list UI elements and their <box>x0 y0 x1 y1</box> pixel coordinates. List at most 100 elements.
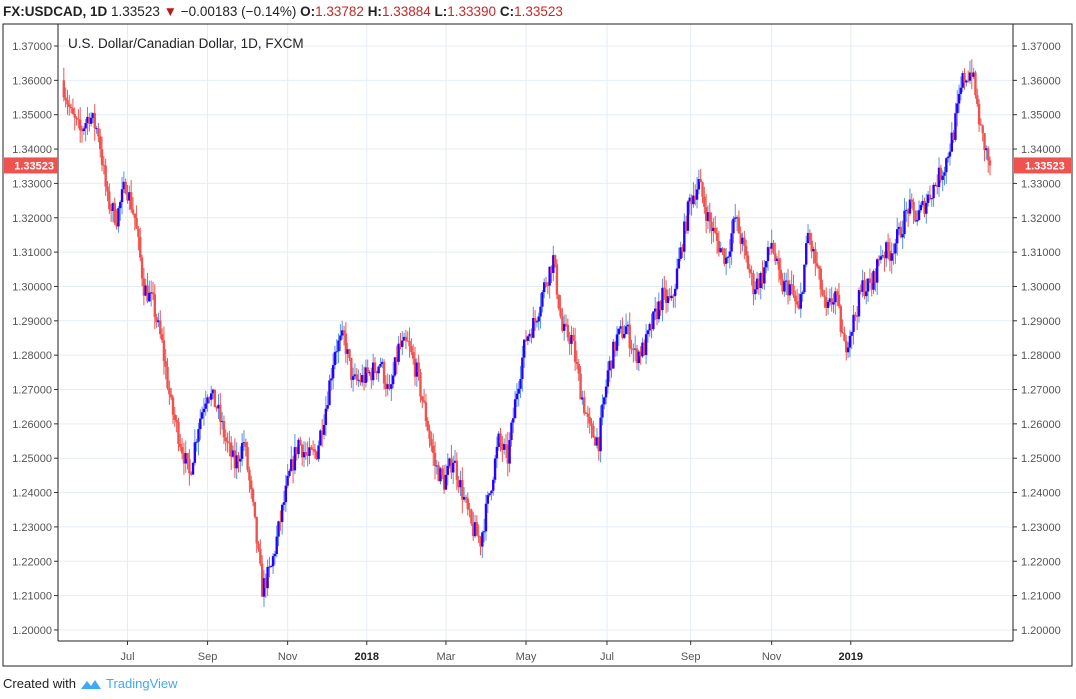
candle-up <box>897 226 901 230</box>
candle-down <box>108 191 111 210</box>
candle-up <box>612 341 615 369</box>
candle-up <box>119 202 122 209</box>
candle-up <box>217 404 220 409</box>
candle-up <box>692 195 695 205</box>
candle-up <box>755 278 759 290</box>
candle-up <box>184 453 187 464</box>
open-label: O: <box>300 4 316 19</box>
y-tick-label-left: 1.25000 <box>12 453 52 465</box>
last-price: 1.33523 <box>111 4 160 19</box>
candle-down <box>78 119 82 131</box>
candle-down <box>572 335 575 342</box>
candle-down <box>102 164 106 166</box>
candle-down <box>663 287 666 290</box>
candle-up <box>865 291 868 297</box>
candle-up <box>683 221 686 252</box>
candle-up <box>730 233 733 252</box>
candle-down <box>643 342 646 356</box>
candle-up <box>919 205 923 211</box>
candle-down <box>786 280 790 296</box>
candle-down <box>417 362 420 373</box>
candle-down <box>441 468 444 476</box>
candle-up <box>435 465 439 467</box>
candle-up <box>726 256 730 258</box>
candle-down <box>189 473 193 475</box>
candle-down <box>257 543 260 549</box>
candle-down <box>468 509 471 511</box>
candle-down <box>68 104 71 107</box>
candle-up <box>741 237 744 244</box>
y-tick-label-left: 1.30000 <box>12 281 52 293</box>
candle-down <box>342 330 346 334</box>
candle-down <box>222 421 226 438</box>
candle-down <box>744 245 748 256</box>
candle-down <box>62 80 66 98</box>
candle-up <box>473 522 477 537</box>
candle-down <box>739 233 742 244</box>
candle-up <box>945 158 948 173</box>
candle-down <box>131 209 135 214</box>
y-tick-label-right: 1.24000 <box>1021 488 1061 500</box>
candle-down <box>359 379 362 383</box>
x-tick-label: 2019 <box>839 651 863 663</box>
candle-down <box>155 317 158 323</box>
candle-up <box>351 376 355 380</box>
candle-down <box>794 295 797 302</box>
candle-up <box>626 324 630 327</box>
candle-down <box>310 447 313 450</box>
candle-down <box>672 295 675 297</box>
candle-up <box>648 324 651 331</box>
candle-up <box>848 335 852 348</box>
y-tick-label-left: 1.34000 <box>12 144 52 156</box>
candle-down <box>466 498 469 510</box>
candle-up <box>322 424 326 435</box>
candle-down <box>790 284 793 286</box>
symbol-legend: FX:USDCAD, 1D 1.33523 ▼ −0.00183 (−0.14%… <box>3 4 563 19</box>
candle-down <box>479 537 482 547</box>
candle-up <box>341 330 344 336</box>
candle-down <box>577 364 580 374</box>
candle-up <box>872 271 875 290</box>
candle-up <box>624 326 628 335</box>
candle-down <box>64 97 67 101</box>
candle-down <box>455 460 459 480</box>
candle-up <box>603 397 606 405</box>
candle-down <box>264 578 267 589</box>
candle-down <box>215 407 218 409</box>
candle-down <box>859 290 863 292</box>
candle-down <box>553 255 557 265</box>
candle-up <box>122 181 126 190</box>
candle-down <box>721 248 724 250</box>
candle-up <box>901 234 904 238</box>
candle-up <box>204 403 207 409</box>
candle-down <box>411 352 415 359</box>
candle-up <box>754 289 757 295</box>
candle-down <box>561 316 564 331</box>
candle-down <box>979 124 983 126</box>
candle-up <box>211 389 215 394</box>
candle-down <box>568 337 571 344</box>
candle-down <box>817 266 821 269</box>
y-tick-label-left: 1.29000 <box>12 316 52 328</box>
tradingview-link[interactable]: TradingView <box>105 676 178 691</box>
candle-down <box>774 253 777 261</box>
candle-down <box>99 136 102 150</box>
candle-down <box>810 240 813 252</box>
candle-up <box>675 268 679 289</box>
candle-down <box>71 108 75 114</box>
candle-down <box>428 430 431 439</box>
candle-down <box>939 167 943 180</box>
candle-up <box>497 433 500 447</box>
candle-up <box>197 429 200 442</box>
candle-up <box>459 480 462 488</box>
candle-up <box>548 266 551 286</box>
candle-down <box>129 192 133 210</box>
y-tick-label-left: 1.26000 <box>12 419 52 431</box>
candle-down <box>974 72 977 96</box>
candle-down <box>404 336 408 341</box>
candle-up <box>879 256 883 260</box>
candle-down <box>437 465 440 482</box>
candle-down <box>839 305 842 333</box>
candle-down <box>694 195 697 200</box>
